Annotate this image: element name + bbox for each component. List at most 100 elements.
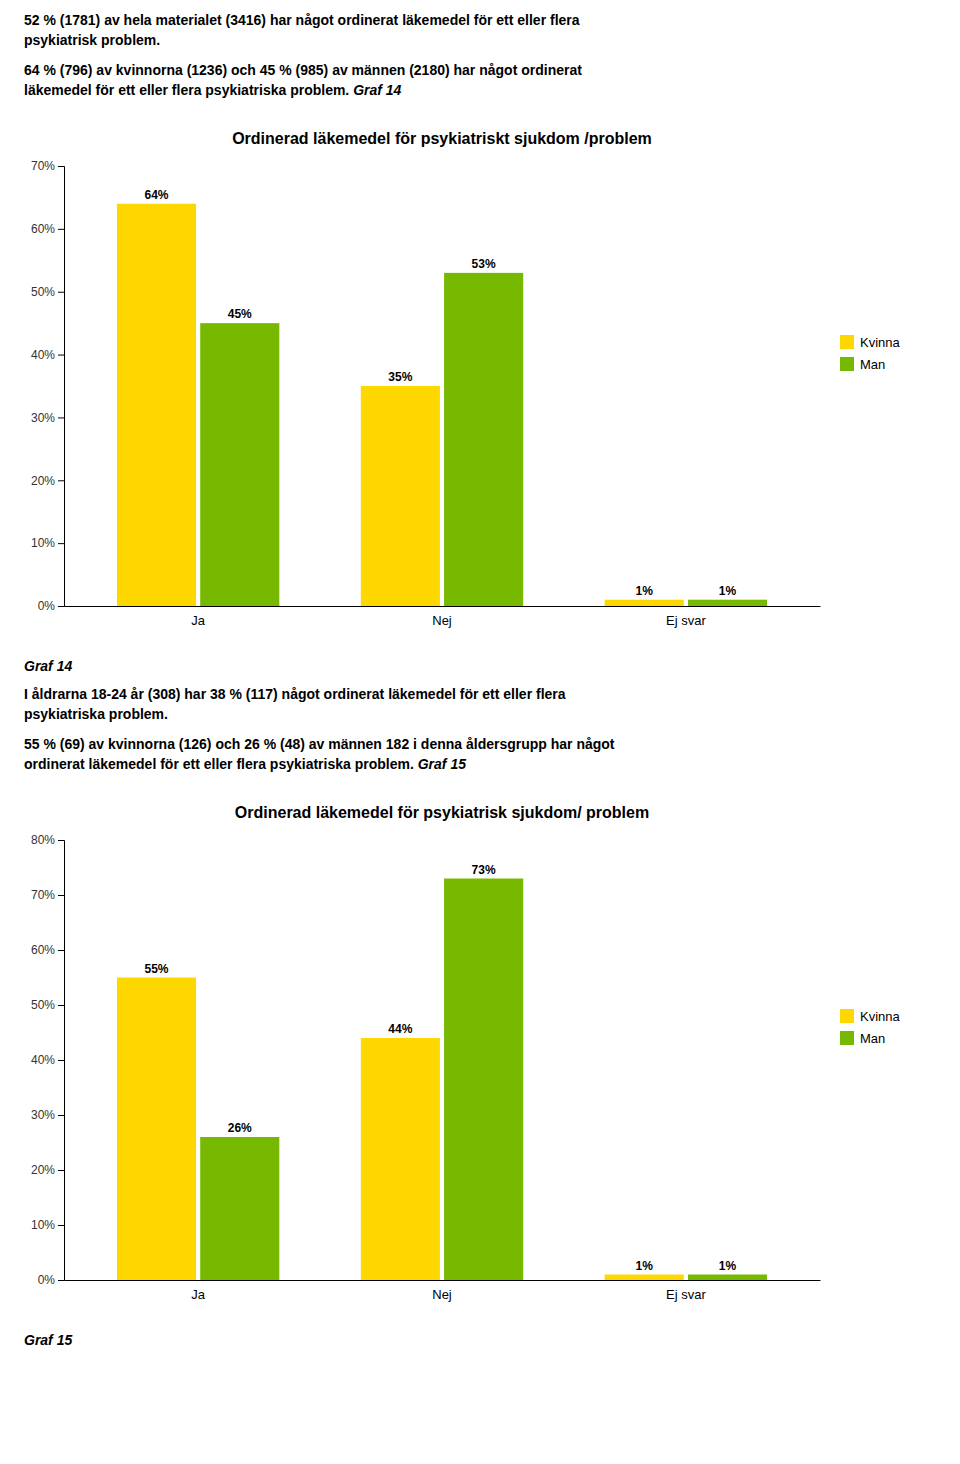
- data-label: 1%: [719, 1259, 737, 1273]
- paragraph-line: 52 % (1781) av hela materialet (3416) ha…: [24, 10, 936, 30]
- paragraph-text: I åldrarna 18-24 år (308) har 38 % (117)…: [24, 686, 566, 702]
- data-label: 45%: [228, 307, 252, 321]
- tick-mark: [58, 355, 64, 356]
- tick: 10%: [31, 536, 64, 550]
- bar: [200, 323, 279, 606]
- tick: 50%: [31, 998, 64, 1012]
- tick-label: 60%: [31, 222, 55, 236]
- series: [200, 879, 767, 1281]
- legend-item: Man: [840, 357, 885, 372]
- data-label: 1%: [719, 584, 737, 598]
- data-label: 73%: [472, 863, 496, 877]
- text-section: Graf 14 I åldrarna 18-24 år (308) har 38 …: [0, 646, 960, 790]
- data-label: 44%: [388, 1022, 412, 1036]
- legend-item: Kvinna: [840, 335, 901, 350]
- tick: 40%: [31, 1053, 64, 1067]
- paragraph-text: läkemedel för ett eller flera psykiatris…: [24, 82, 349, 98]
- tick-mark: [58, 166, 64, 167]
- tick-label: 40%: [31, 348, 55, 362]
- tick: 30%: [31, 411, 64, 425]
- paragraph-line: psykiatrisk problem.: [24, 30, 936, 50]
- tick-mark: [58, 1170, 64, 1171]
- tick-label: 70%: [31, 159, 55, 173]
- tick-mark: [58, 1005, 64, 1006]
- tick: 40%: [31, 348, 64, 362]
- legend-label: Man: [860, 1031, 885, 1046]
- paragraph-text: psykiatrisk problem.: [24, 32, 160, 48]
- tick: 70%: [31, 888, 64, 902]
- paragraph: I åldrarna 18-24 år (308) har 38 % (117)…: [24, 684, 936, 724]
- legend-label: Man: [860, 357, 885, 372]
- bar: [688, 1275, 767, 1281]
- tick: 20%: [31, 474, 64, 488]
- chart-title: Ordinerad läkemedel för psykiatriskt sju…: [232, 130, 652, 147]
- chart: Ordinerad läkemedel för psykiatrisk sjuk…: [0, 790, 960, 1320]
- tick: Nej: [432, 1287, 452, 1302]
- tick-mark: [58, 950, 64, 951]
- tick-mark: [58, 417, 64, 418]
- paragraph-line: läkemedel för ett eller flera psykiatris…: [24, 80, 936, 100]
- tick-label: Nej: [432, 613, 452, 628]
- paragraph-text: psykiatriska problem.: [24, 706, 168, 722]
- graph-reference: Graf 15: [418, 756, 466, 772]
- series: [117, 204, 684, 606]
- plot: 0%10%20%30%40%50%60%70%JaNejEj svar64%35…: [31, 159, 901, 628]
- tick: Ja: [191, 613, 206, 628]
- y-axis: 0%10%20%30%40%50%60%70%: [31, 159, 65, 613]
- bar: [200, 1137, 279, 1280]
- space: [414, 756, 418, 772]
- tick: Ej svar: [666, 1287, 706, 1302]
- legend-swatch: [840, 335, 854, 349]
- data-label: 53%: [472, 257, 496, 271]
- tick-label: 30%: [31, 1108, 55, 1122]
- axis-line: [58, 167, 65, 607]
- paragraph: 55 % (69) av kvinnorna (126) och 26 % (4…: [24, 734, 936, 774]
- tick-mark: [58, 606, 64, 607]
- graph-reference: Graf 14: [353, 82, 401, 98]
- tick-label: 0%: [38, 1273, 56, 1287]
- tick-label: 50%: [31, 285, 55, 299]
- data-label: 1%: [636, 1259, 654, 1273]
- tick-label: 20%: [31, 474, 55, 488]
- tick-label: 20%: [31, 1163, 55, 1177]
- paragraph-line: 64 % (796) av kvinnorna (1236) och 45 % …: [24, 60, 936, 80]
- paragraph-line: ordinerat läkemedel för ett eller flera …: [24, 754, 936, 774]
- x-axis: Ja Nej Ej svar: [65, 1281, 821, 1303]
- tick-label: Nej: [432, 1287, 452, 1302]
- y-axis: 0%10%20%30%40%50%60%70%80%: [31, 833, 65, 1287]
- graph-label: Graf 14: [24, 656, 936, 676]
- tick: 20%: [31, 1163, 64, 1177]
- paragraph-line: I åldrarna 18-24 år (308) har 38 % (117)…: [24, 684, 936, 704]
- bar: [688, 600, 767, 606]
- tick-label: 60%: [31, 943, 55, 957]
- chart-title: Ordinerad läkemedel för psykiatrisk sjuk…: [235, 804, 649, 821]
- tick-label: 10%: [31, 1218, 55, 1232]
- tick: Ja: [191, 1287, 206, 1302]
- axis-line: [65, 1280, 821, 1281]
- tick: Ej svar: [666, 613, 706, 628]
- space: [349, 82, 353, 98]
- tick: Nej: [432, 613, 452, 628]
- paragraph-text: 52 % (1781) av hela materialet (3416) ha…: [24, 12, 580, 28]
- plot: 0%10%20%30%40%50%60%70%80%JaNejEj svar55…: [31, 833, 901, 1302]
- tick: 30%: [31, 1108, 64, 1122]
- paragraph-text: 64 % (796) av kvinnorna (1236) och 45 % …: [24, 62, 582, 78]
- tick-label: Ej svar: [666, 613, 706, 628]
- bar: [605, 1275, 684, 1281]
- data-label: 35%: [388, 370, 412, 384]
- x-axis: Ja Nej Ej svar: [65, 607, 821, 629]
- page: 52 % (1781) av hela materialet (3416) ha…: [0, 0, 960, 1364]
- data-label: 26%: [228, 1121, 252, 1135]
- bar: [444, 273, 523, 606]
- data-label: 1%: [636, 584, 654, 598]
- data-label: 64%: [144, 188, 168, 202]
- data-labels: 55%44%1%26%73%1%: [144, 863, 736, 1273]
- tick-label: 70%: [31, 888, 55, 902]
- paragraph-line: psykiatriska problem.: [24, 704, 936, 724]
- series: [200, 273, 767, 606]
- tick-mark: [58, 480, 64, 481]
- paragraph-line: 55 % (69) av kvinnorna (126) och 26 % (4…: [24, 734, 936, 754]
- paragraph-text: 55 % (69) av kvinnorna (126) och 26 % (4…: [24, 736, 615, 752]
- tick-mark: [58, 895, 64, 896]
- text-section: Graf 15: [0, 1320, 960, 1364]
